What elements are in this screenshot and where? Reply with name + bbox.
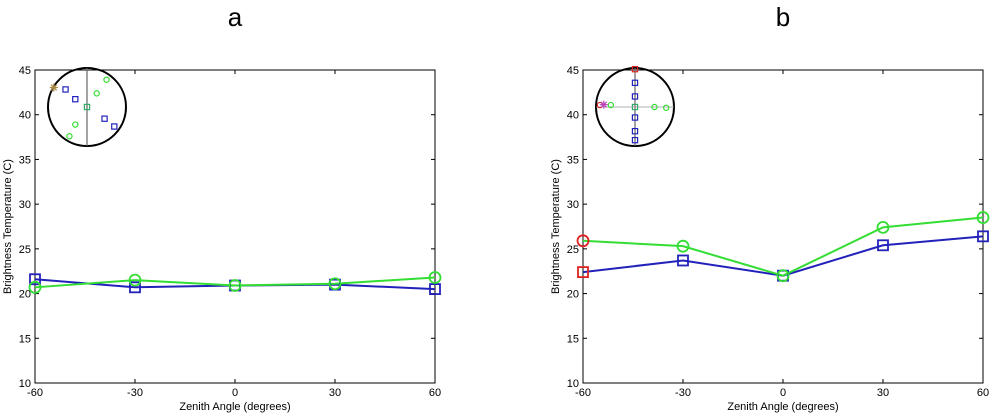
data-point	[128, 273, 142, 287]
inset-marker	[101, 115, 108, 122]
inset-marker	[631, 103, 639, 111]
y-tick-label: 25	[567, 244, 579, 256]
x-tick-label: -30	[675, 387, 691, 399]
inset-marker	[631, 93, 639, 100]
data-point	[28, 280, 42, 294]
inset-marker	[103, 76, 110, 83]
inset-marker	[599, 100, 608, 109]
x-tick-label: 30	[329, 387, 341, 399]
data-point	[677, 254, 689, 267]
data-point	[977, 230, 989, 243]
inset-marker	[66, 133, 73, 140]
chart-title: a	[228, 2, 243, 32]
y-tick-label: 25	[19, 244, 31, 256]
y-tick-label: 30	[19, 199, 31, 211]
data-point	[228, 279, 242, 292]
data-point	[428, 271, 442, 284]
x-tick-label: 0	[232, 387, 238, 399]
y-tick-label: 20	[19, 289, 31, 301]
x-tick-label: 0	[780, 387, 786, 399]
inset-marker	[607, 101, 615, 109]
chart-title: b	[776, 2, 790, 32]
x-tick-label: -60	[575, 387, 591, 399]
y-tick-label: 10	[567, 378, 579, 390]
data-point	[877, 239, 889, 252]
data-point	[576, 234, 590, 248]
data-point	[129, 281, 141, 294]
x-tick-label: 30	[877, 387, 889, 399]
inset-marker	[49, 83, 58, 92]
data-point	[29, 273, 41, 286]
series-line-2	[582, 216, 984, 277]
data-point	[577, 266, 589, 279]
inset-marker	[631, 114, 639, 121]
inset-marker	[631, 127, 639, 135]
series-line-2	[34, 276, 436, 289]
inset-marker	[111, 123, 118, 130]
y-tick-label: 40	[19, 110, 31, 122]
data-point	[976, 211, 990, 224]
x-tick-label: 60	[429, 387, 441, 399]
chart-panel-a: a 10 15 20 25 30 35 40 45 -60 -30 0 30 60 Zenith Angle…	[2, 2, 442, 413]
y-axis-label: Brightness Temperature (C)	[550, 159, 562, 294]
y-axis-label: Brightness Temperature (C)	[2, 159, 14, 294]
y-tick-label: 15	[567, 333, 579, 345]
inset-marker	[631, 65, 639, 73]
sky-position-inset	[595, 65, 675, 147]
x-axis-label: Zenith Angle (degrees)	[727, 401, 838, 413]
data-point	[776, 269, 790, 283]
y-tick-label: 30	[567, 199, 579, 211]
y-tick-label: 45	[19, 65, 31, 77]
inset-marker	[631, 136, 639, 144]
x-axis-label: Zenith Angle (degrees)	[179, 401, 290, 413]
y-tick-label: 35	[567, 154, 579, 166]
sky-position-inset	[47, 67, 127, 147]
x-tick-label: 60	[977, 387, 989, 399]
chart-panel-b: b 10 15 20 25 30 35 40 45 -60 -30 0 30 60 Zenith Angle…	[550, 2, 990, 413]
data-point	[876, 220, 890, 234]
x-tick-label: -30	[127, 387, 143, 399]
x-tick-label: -60	[27, 387, 43, 399]
data-point	[676, 239, 690, 253]
data-point	[429, 283, 441, 296]
y-tick-label: 35	[19, 154, 31, 166]
plot-frame	[34, 69, 436, 384]
data-point	[328, 277, 342, 291]
y-tick-label: 45	[567, 65, 579, 77]
y-tick-label: 40	[567, 110, 579, 122]
y-tick-label: 10	[19, 378, 31, 390]
inset-marker	[93, 90, 100, 97]
inset-marker	[72, 121, 79, 128]
inset-marker	[651, 103, 658, 111]
y-tick-label: 20	[567, 289, 579, 301]
inset-marker	[83, 103, 91, 111]
inset-marker	[631, 79, 639, 87]
y-tick-label: 15	[19, 333, 31, 345]
inset-marker	[72, 95, 79, 103]
inset-marker	[663, 104, 670, 111]
plot-frame	[582, 69, 984, 384]
inset-marker	[62, 86, 69, 93]
